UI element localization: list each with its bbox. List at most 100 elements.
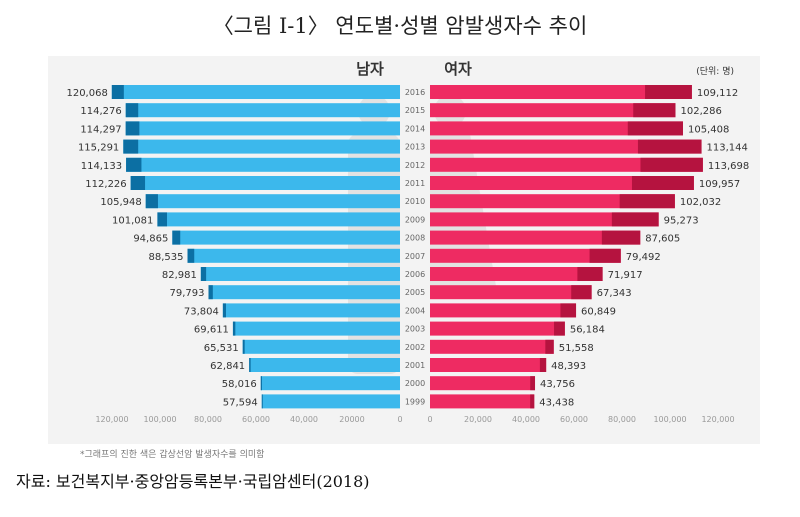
male-thyroid-bar-2005 <box>208 285 213 300</box>
female-value-label-2003: 56,184 <box>570 325 605 336</box>
female-thyroid-bar-1999 <box>530 394 535 409</box>
source-citation: 자료: 보건복지부·중앙암등록본부·국립암센터(2018) <box>16 472 370 491</box>
female-thyroid-bar-2013 <box>637 139 702 154</box>
year-label-2008: 2008 <box>405 234 425 243</box>
female-value-label-2016: 109,112 <box>697 88 738 99</box>
female-bar-2007 <box>430 248 621 263</box>
female-value-label-2011: 109,957 <box>699 179 740 190</box>
female-bar-2014 <box>430 121 683 136</box>
male-bar-2007 <box>187 248 400 263</box>
female-bar-2009 <box>430 212 659 227</box>
female-bar-2015 <box>430 103 676 118</box>
female-thyroid-bar-2014 <box>627 121 683 136</box>
male-bar-2002 <box>242 339 400 354</box>
right-tick-label: 20,000 <box>464 415 492 424</box>
male-bar-2001 <box>249 358 400 372</box>
female-figure-body-shape <box>430 134 496 286</box>
male-bar-2016 <box>111 85 401 99</box>
male-bar-2004 <box>222 303 400 318</box>
male-thyroid-bar-2008 <box>172 230 181 245</box>
left-tick-label: 20000 <box>339 415 364 424</box>
male-value-label-2008: 94,865 <box>133 234 168 245</box>
male-thyroid-bar-2009 <box>157 212 168 227</box>
male-value-label-2010: 105,948 <box>100 197 141 208</box>
left-tick-label: 40,000 <box>290 415 318 424</box>
female-bar-2004 <box>430 303 577 318</box>
female-thyroid-bar-2002 <box>545 339 554 354</box>
year-label-2011: 2011 <box>405 179 425 188</box>
female-bar-2005 <box>430 285 592 300</box>
female-value-label-1999: 43,438 <box>539 397 574 408</box>
female-value-label-2004: 60,849 <box>581 306 616 317</box>
right-tick-label: 60,000 <box>560 415 588 424</box>
male-value-label-2004: 73,804 <box>184 306 219 317</box>
female-value-label-2000: 43,756 <box>540 379 575 390</box>
male-value-label-2003: 69,611 <box>194 325 229 336</box>
year-label-2004: 2004 <box>405 306 425 315</box>
male-value-label-2016: 120,068 <box>66 88 107 99</box>
male-value-label-2012: 114,133 <box>81 161 122 172</box>
unit-label: (단위: 명) <box>696 66 734 77</box>
male-value-label-2006: 82,981 <box>162 270 197 281</box>
male-thyroid-bar-2014 <box>125 121 140 136</box>
female-bar-2000 <box>430 376 536 391</box>
year-label-2005: 2005 <box>405 288 425 297</box>
female-bar-1999 <box>430 394 535 409</box>
female-value-label-2005: 67,343 <box>597 288 632 299</box>
population-pyramid-chart: 120,068 109,112 114,276 102,286 114,297 105,4… <box>66 60 749 424</box>
female-value-label-2006: 71,917 <box>608 270 643 281</box>
male-thyroid-bar-2006 <box>200 267 207 281</box>
male-value-label-2015: 114,276 <box>80 106 121 117</box>
male-bar-2003 <box>232 321 400 336</box>
male-value-label-2009: 101,081 <box>112 215 153 226</box>
female-bar-2003 <box>430 321 565 336</box>
female-thyroid-bar-2007 <box>589 248 621 263</box>
male-thyroid-bar-2010 <box>145 194 158 209</box>
left-tick-label: 120,000 <box>95 415 128 424</box>
female-bar-2011 <box>430 176 694 190</box>
female-thyroid-bar-2009 <box>611 212 659 227</box>
year-label-2012: 2012 <box>405 161 425 170</box>
female-bar-2008 <box>430 230 641 245</box>
female-thyroid-bar-2005 <box>571 285 592 300</box>
right-tick-label: 40,000 <box>512 415 540 424</box>
female-value-label-2008: 87,605 <box>645 234 680 245</box>
right-tick-label: 120,000 <box>701 415 734 424</box>
year-label-2009: 2009 <box>405 215 425 224</box>
year-label-2013: 2013 <box>405 143 425 152</box>
female-bar-2010 <box>430 194 675 209</box>
male-thyroid-bar-2013 <box>123 139 139 154</box>
male-bar-2013 <box>123 139 400 154</box>
male-value-label-2001: 62,841 <box>210 361 245 372</box>
male-bar-2000 <box>260 376 400 391</box>
male-bar-2014 <box>125 121 401 136</box>
year-label-2001: 2001 <box>405 361 425 370</box>
right-tick-label: 0 <box>427 415 432 424</box>
year-label-2002: 2002 <box>405 343 425 352</box>
male-value-label-1999: 57,594 <box>223 397 258 408</box>
male-thyroid-bar-2000 <box>260 376 262 391</box>
female-thyroid-bar-2004 <box>560 303 577 318</box>
value-labels: 120,068 109,112 114,276 102,286 114,297 105,4… <box>66 88 749 408</box>
male-thyroid-bar-2016 <box>111 85 124 99</box>
male-thyroid-bar-2012 <box>126 157 142 172</box>
bars <box>111 85 703 409</box>
female-value-label-2010: 102,032 <box>680 197 721 208</box>
male-bar-2011 <box>130 176 400 190</box>
male-header: 남자 <box>356 60 384 78</box>
female-thyroid-bar-2003 <box>554 321 565 336</box>
female-bar-2006 <box>430 267 603 281</box>
right-tick-label: 80,000 <box>608 415 636 424</box>
male-thyroid-bar-2002 <box>242 339 245 354</box>
year-label-2016: 2016 <box>405 88 425 97</box>
male-thyroid-bar-2015 <box>125 103 139 118</box>
male-thyroid-bar-2004 <box>222 303 226 318</box>
male-value-label-2000: 58,016 <box>222 379 257 390</box>
male-value-label-2014: 114,297 <box>80 124 121 135</box>
female-bar-2002 <box>430 339 554 354</box>
male-value-label-2013: 115,291 <box>78 143 119 154</box>
left-tick-label: 80,000 <box>194 415 222 424</box>
figure-title: 〈그림 Ⅰ-1〉 연도별·성별 암발생자수 추이 <box>212 14 588 38</box>
female-value-label-2009: 95,273 <box>664 215 699 226</box>
year-label-2006: 2006 <box>405 270 425 279</box>
